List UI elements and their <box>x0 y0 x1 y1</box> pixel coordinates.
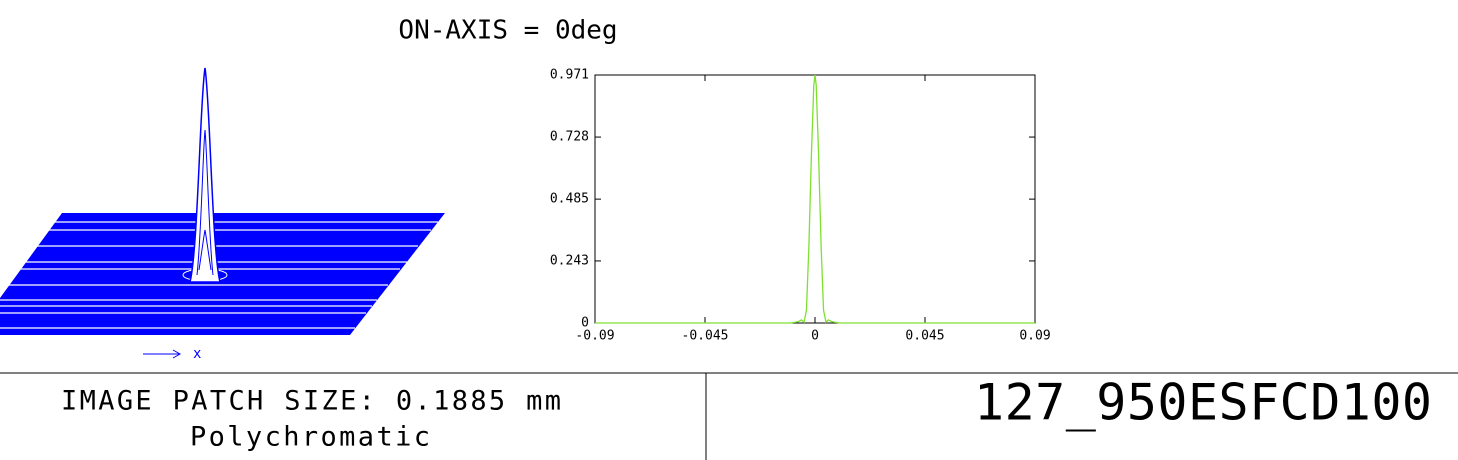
y-tick-label: 0.243 <box>550 253 589 268</box>
surface-axis-label: x <box>193 346 201 362</box>
y-tick-label: 0.485 <box>550 192 589 207</box>
x-tick-label: -0.045 <box>682 329 729 344</box>
file-name: 127_950ESFCD100 <box>974 374 1432 432</box>
chart-title: ON-AXIS = 0deg <box>398 16 617 46</box>
patch-size: IMAGE PATCH SIZE: 0.1885 mm <box>61 386 561 417</box>
mode: Polychromatic <box>190 422 430 453</box>
x-tick-label: 0 <box>811 329 819 344</box>
x-tick-label: 0.09 <box>1019 329 1050 344</box>
plot-frame <box>594 74 1036 324</box>
y-tick-label: 0.971 <box>550 68 589 83</box>
y-tick-label: 0 <box>581 316 589 331</box>
x-tick-label: -0.09 <box>575 329 614 344</box>
psf-line <box>595 74 1035 324</box>
psf-surface <box>0 67 445 359</box>
x-tick-label: 0.045 <box>905 329 944 344</box>
y-tick-label: 0.728 <box>550 130 589 145</box>
